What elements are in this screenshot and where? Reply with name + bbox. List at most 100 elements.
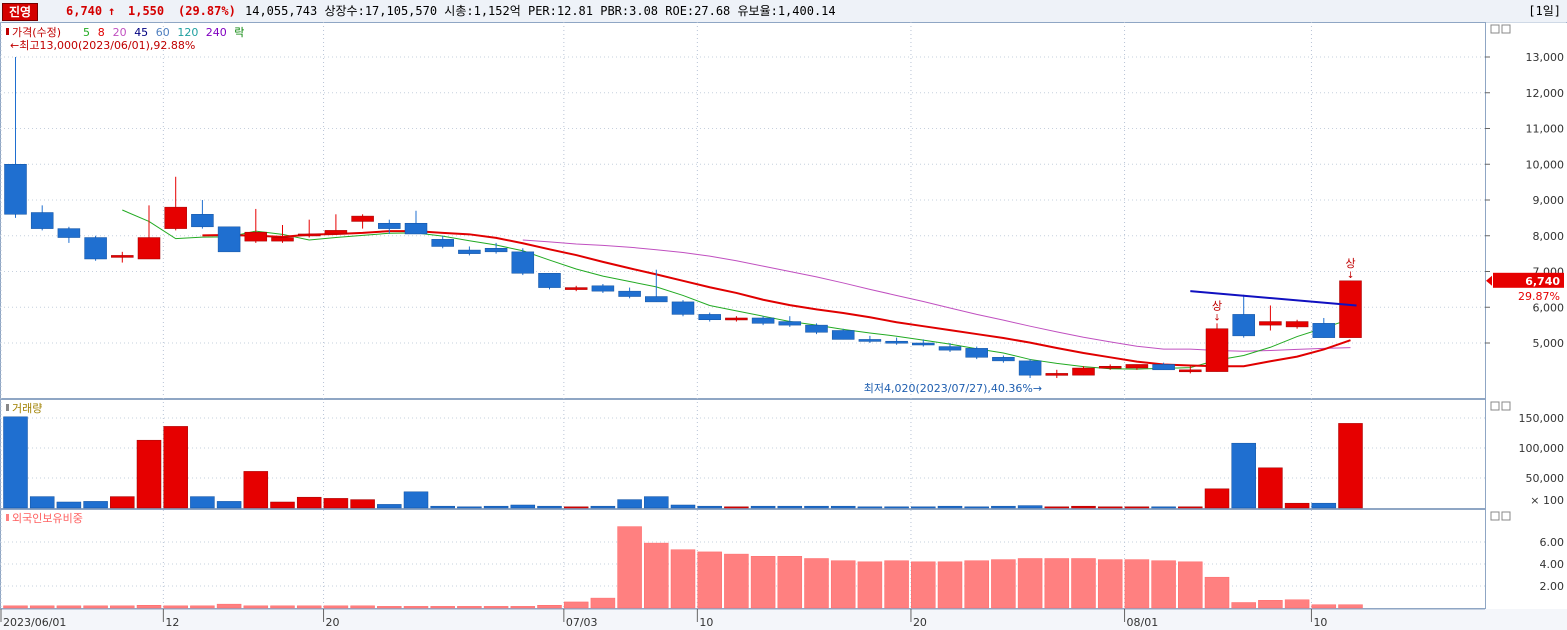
foreign-ratio-bar	[190, 605, 215, 609]
candle-body	[965, 348, 988, 358]
candle-body	[484, 248, 508, 253]
foreign-ratio-bar	[457, 606, 482, 609]
volume-bar	[403, 491, 429, 509]
x-axis-label: 10	[1313, 616, 1327, 629]
volume-bar	[510, 504, 536, 509]
volume-bar	[323, 498, 349, 509]
candle-body	[30, 212, 54, 229]
foreign-ratio-bar	[1284, 599, 1310, 609]
x-axis-label: 07/03	[566, 616, 598, 629]
current-price-axis-label: 6,740	[1525, 275, 1560, 288]
foreign-ratio-bar	[56, 605, 82, 609]
chart-area: 가격(수정) 5 8 20 45 60 120 240 락 ←최고13,000(2023/06/0…	[0, 22, 1567, 630]
foreign-ratio-bar	[1311, 604, 1337, 609]
price-axis-label: 12,000	[1526, 87, 1565, 100]
x-axis-label: 12	[165, 616, 179, 629]
candle-body	[458, 249, 481, 254]
candle-body	[912, 342, 935, 346]
candle-body	[778, 321, 802, 326]
price-axis-label: 11,000	[1526, 123, 1565, 136]
volume-bar	[937, 505, 963, 509]
volume-bar	[830, 505, 856, 509]
candle-body	[858, 339, 882, 342]
limit-up-arrow-icon: ↓	[1213, 313, 1221, 323]
price-maximize-icon	[1501, 24, 1511, 34]
volume-bar	[350, 499, 375, 509]
volume-bar	[617, 499, 642, 509]
candle-body	[217, 226, 241, 253]
volume-bar	[110, 496, 135, 509]
x-axis-label: 2023/06/01	[3, 616, 66, 629]
volume-bar	[216, 501, 242, 509]
candle-body	[564, 287, 588, 290]
volume-bar	[243, 471, 269, 509]
volume-bar	[884, 506, 909, 509]
volume-bar	[1124, 506, 1150, 509]
current-price-pointer-icon	[1486, 275, 1492, 286]
foreign-ratio-bar	[1178, 561, 1203, 609]
price-axis-label: 6,000	[1533, 301, 1565, 314]
foreign-ratio-bar	[350, 605, 375, 609]
volume-bar	[1044, 506, 1070, 509]
volume-bar	[750, 505, 776, 509]
price-minimize-icon	[1490, 24, 1500, 34]
foreign-ratio-bar	[697, 551, 722, 609]
foreign-ratio-bar	[911, 561, 936, 609]
candle-body	[351, 215, 374, 222]
candle-body	[1018, 360, 1042, 376]
price-panel-frame	[0, 22, 1486, 399]
candle-body	[271, 237, 294, 242]
volume-bar	[670, 504, 696, 509]
candle-body	[1205, 328, 1229, 372]
volume-bar	[1338, 423, 1363, 509]
ma5-line	[122, 209, 1351, 370]
stock-name-badge[interactable]: 진영	[2, 3, 39, 21]
foreign-ratio-bar	[1097, 559, 1123, 609]
foreign-axis-label: 6.00	[1540, 536, 1565, 549]
volume-legend: 거래량	[12, 402, 42, 415]
foreign-ratio-bar	[243, 605, 269, 609]
candle-body	[511, 251, 535, 274]
x-axis-label: 20	[913, 616, 927, 629]
price-axis-label: 9,000	[1533, 194, 1565, 207]
foreign-ratio-bar	[163, 605, 188, 609]
foreign-ratio-bar	[510, 606, 536, 609]
price-axis-label: 10,000	[1526, 158, 1565, 171]
limit-up-label: 상	[1345, 257, 1355, 270]
candle-body	[591, 285, 615, 292]
volume-axis-bg	[1486, 399, 1566, 509]
candle-body	[885, 340, 908, 344]
volume-legend-marker	[6, 404, 9, 411]
foreign-ratio-bar	[377, 606, 402, 609]
volume-bar	[83, 501, 108, 509]
current-price: 6,740	[66, 4, 103, 18]
legend-item-7: 240	[206, 26, 227, 39]
limit-up-label: 상	[1212, 299, 1222, 312]
foreign-ratio-bar	[1338, 604, 1363, 609]
foreign-ratio-bar	[270, 605, 295, 609]
candle-body	[751, 317, 775, 324]
candle-body	[4, 164, 27, 215]
foreign-ratio-bar	[110, 605, 135, 609]
volume-bar	[724, 506, 749, 509]
candle-body	[1339, 280, 1362, 338]
volume-bar	[3, 416, 28, 509]
candle-body	[725, 317, 748, 321]
volume-bar	[190, 496, 215, 509]
candle-body	[1125, 364, 1149, 369]
candle-body	[84, 237, 107, 260]
legend-item-5: 60	[156, 26, 170, 39]
legend-item-0: 가격(수정)	[12, 26, 61, 39]
candle-body	[1098, 365, 1122, 369]
foreign-ratio-bar	[644, 542, 669, 609]
volume-axis-label: 150,000	[1519, 412, 1565, 425]
price-axis-label: 5,000	[1533, 337, 1565, 350]
period-selector[interactable]: [1일]	[1528, 4, 1561, 18]
volume-bar	[1071, 505, 1096, 509]
foreign-ratio-bar	[1151, 560, 1176, 609]
foreign-ratio-bar	[29, 605, 55, 609]
low-price-note: 최저4,020(2023/07/27),40.36%→	[864, 382, 1042, 395]
foreign-ratio-bar	[3, 605, 28, 609]
candle-body	[805, 324, 828, 333]
candle-body	[378, 222, 401, 229]
